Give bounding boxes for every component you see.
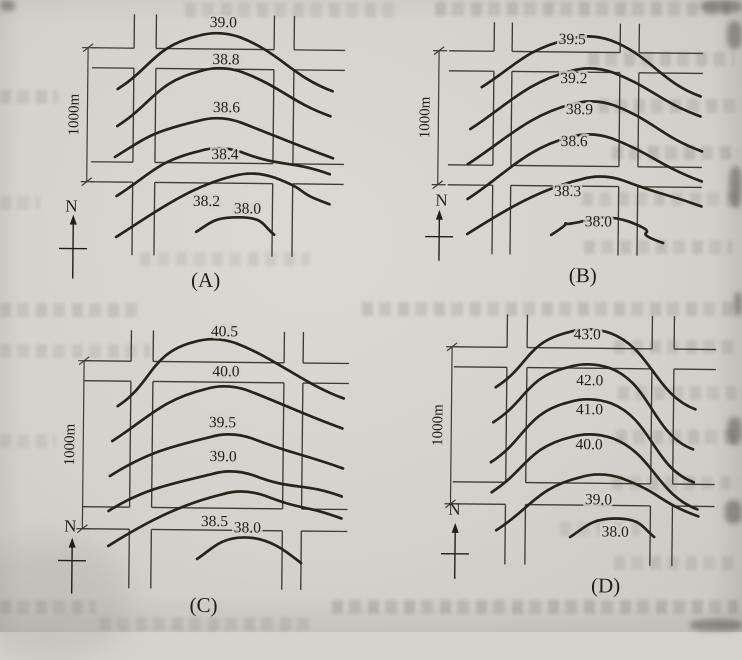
contour-map-panel-c: 40.5 40.0 39.5 39.0 38.5 38.0 1000m N (C)	[52, 317, 357, 619]
scale-label: 1000m	[62, 423, 78, 465]
contour-line	[116, 172, 330, 239]
north-arrow-icon	[59, 214, 88, 278]
contour-elevation-label: 38.6	[213, 99, 241, 116]
bleed-through-text-row	[0, 196, 40, 210]
scale-label: 1000m	[66, 93, 82, 135]
contour-elevation-label: 40.0	[212, 363, 240, 380]
contour-map-figure: 43.0 42.0 41.0 40.0 39.0 38.0 1000m N (D)	[413, 301, 721, 606]
north-arrow-icon	[425, 210, 454, 261]
scale-label: 1000m	[417, 96, 433, 138]
scale-dimension-line	[432, 47, 447, 189]
scale-dimension-line	[81, 44, 96, 186]
contour-map-figure: 39.5 39.2 38.9 38.6 38.338.0 1000m N (B)	[410, 5, 718, 310]
north-label: N	[65, 196, 77, 215]
contour-elevation-label: 38.0	[585, 213, 613, 230]
scale-label: 1000m	[430, 404, 446, 446]
north-arrow-icon	[58, 537, 87, 593]
bleed-through-text-row	[0, 90, 58, 104]
contour-elevation-label: 40.5	[211, 323, 239, 340]
contour-map-panel-a: 39.0 38.8 38.6 38.4 38.2 38.0 1000m N (A)	[58, 4, 363, 306]
contour-elevation-label: 43.0	[574, 326, 602, 343]
north-arrow-icon	[441, 523, 470, 579]
contour-elevation-label: 38.9	[566, 101, 594, 118]
contour-line	[482, 35, 702, 96]
contour-map-panel-d: 43.0 42.0 41.0 40.0 39.0 38.0 1000m N (D)	[415, 303, 720, 605]
scan-ink-smudge	[0, 0, 15, 11]
contour-elevation-label: 38.0	[234, 519, 262, 536]
north-label: N	[435, 191, 447, 210]
panel-letter-label: (D)	[591, 573, 620, 597]
contour-elevation-label: 38.5	[201, 513, 229, 530]
panel-letter-label: (A)	[191, 268, 220, 292]
contour-map-figure: 40.5 40.0 39.5 39.0 38.5 38.0 1000m N (C)	[50, 315, 358, 620]
scan-ink-smudge	[729, 166, 742, 208]
contour-elevation-label: 41.0	[576, 401, 604, 418]
contour-elevation-label: 38.8	[212, 51, 240, 68]
contour-elevation-label: 39.5	[559, 31, 587, 48]
contour-map-figure: 39.0 38.8 38.6 38.4 38.2 38.0 1000m N (A)	[56, 2, 364, 307]
contour-elevation-label: 40.0	[575, 436, 603, 453]
panel-letter-label: (C)	[189, 593, 217, 617]
contour-elevation-label: 39.2	[560, 70, 587, 87]
contour-elevation-label: 38.0	[602, 523, 630, 540]
scan-ink-smudge	[690, 619, 742, 631]
contour-elevation-label: 38.4	[211, 146, 239, 163]
scan-ink-smudge	[725, 500, 742, 524]
panel-letter-label: (B)	[569, 263, 597, 287]
contour-line	[197, 537, 301, 563]
scan-ink-smudge	[727, 417, 742, 445]
contour-elevation-label: 38.2	[193, 193, 220, 210]
contour-elevation-label: 39.0	[209, 448, 237, 465]
contour-elevation-label: 42.0	[576, 372, 604, 389]
contour-line	[196, 217, 274, 235]
contour-elevation-label: 39.0	[210, 14, 238, 31]
contour-elevation-label: 38.0	[234, 200, 262, 217]
contour-elevation-label: 39.0	[585, 491, 613, 508]
north-label: N	[448, 500, 460, 519]
contour-elevation-label: 38.6	[561, 133, 589, 150]
scan-ink-smudge	[734, 292, 742, 316]
north-label: N	[64, 517, 76, 536]
contour-elevation-label: 38.3	[554, 183, 582, 200]
contour-elevation-label: 39.5	[209, 414, 237, 431]
scan-ink-smudge	[727, 21, 742, 49]
bleed-through-text-row	[0, 434, 56, 448]
